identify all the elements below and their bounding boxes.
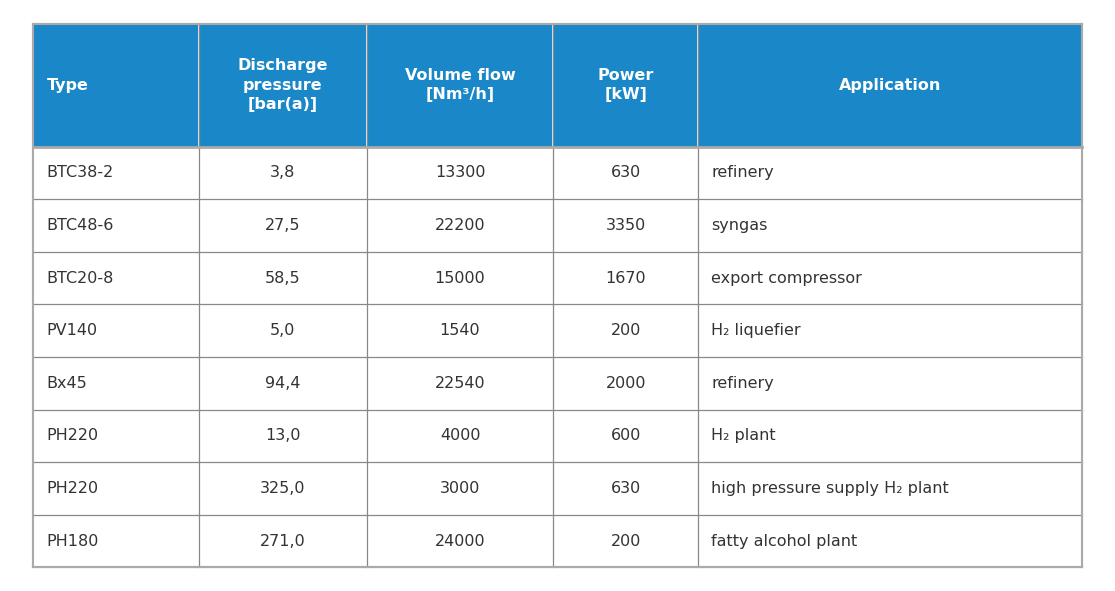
Text: 1540: 1540 <box>439 323 481 338</box>
Text: 630: 630 <box>611 165 641 180</box>
Text: 58,5: 58,5 <box>265 271 301 285</box>
Text: BTC38-2: BTC38-2 <box>47 165 114 180</box>
Text: Application: Application <box>838 77 941 93</box>
Text: fatty alcohol plant: fatty alcohol plant <box>711 534 857 548</box>
Text: 13,0: 13,0 <box>265 428 301 443</box>
Bar <box>33 147 1082 199</box>
Text: 94,4: 94,4 <box>265 376 301 391</box>
Text: BTC48-6: BTC48-6 <box>47 218 114 233</box>
Text: H₂ liquefier: H₂ liquefier <box>711 323 801 338</box>
Text: PH220: PH220 <box>47 481 99 496</box>
Text: Type: Type <box>47 77 89 93</box>
Text: 271,0: 271,0 <box>260 534 306 548</box>
Text: syngas: syngas <box>711 218 768 233</box>
Bar <box>33 515 1082 567</box>
Text: 3000: 3000 <box>439 481 481 496</box>
Text: 325,0: 325,0 <box>260 481 306 496</box>
Text: 200: 200 <box>610 534 641 548</box>
Text: 22200: 22200 <box>435 218 485 233</box>
Bar <box>33 304 1082 357</box>
Text: 200: 200 <box>610 323 641 338</box>
Text: BTC20-8: BTC20-8 <box>47 271 114 285</box>
Text: export compressor: export compressor <box>711 271 862 285</box>
Text: 15000: 15000 <box>435 271 485 285</box>
Text: 13300: 13300 <box>435 165 485 180</box>
Text: 2000: 2000 <box>605 376 646 391</box>
Text: 3,8: 3,8 <box>270 165 295 180</box>
Bar <box>33 462 1082 515</box>
Text: 600: 600 <box>610 428 641 443</box>
Text: H₂ plant: H₂ plant <box>711 428 776 443</box>
Text: Power
[kW]: Power [kW] <box>598 68 653 102</box>
Text: Volume flow
[Nm³/h]: Volume flow [Nm³/h] <box>405 68 515 102</box>
Bar <box>33 410 1082 462</box>
Text: PH180: PH180 <box>47 534 99 548</box>
Bar <box>33 252 1082 304</box>
Text: 22540: 22540 <box>435 376 485 391</box>
Text: refinery: refinery <box>711 165 774 180</box>
Text: PH220: PH220 <box>47 428 99 443</box>
Text: high pressure supply H₂ plant: high pressure supply H₂ plant <box>711 481 949 496</box>
Text: 630: 630 <box>611 481 641 496</box>
Text: 1670: 1670 <box>605 271 646 285</box>
Bar <box>33 24 1082 147</box>
Text: PV140: PV140 <box>47 323 98 338</box>
Text: Bx45: Bx45 <box>47 376 88 391</box>
Text: refinery: refinery <box>711 376 774 391</box>
Bar <box>33 199 1082 252</box>
Text: 24000: 24000 <box>435 534 485 548</box>
Text: 5,0: 5,0 <box>270 323 295 338</box>
Text: Discharge
pressure
[bar(a)]: Discharge pressure [bar(a)] <box>237 59 328 112</box>
Bar <box>33 357 1082 410</box>
Text: 4000: 4000 <box>439 428 481 443</box>
Text: 27,5: 27,5 <box>265 218 301 233</box>
Text: 3350: 3350 <box>605 218 646 233</box>
